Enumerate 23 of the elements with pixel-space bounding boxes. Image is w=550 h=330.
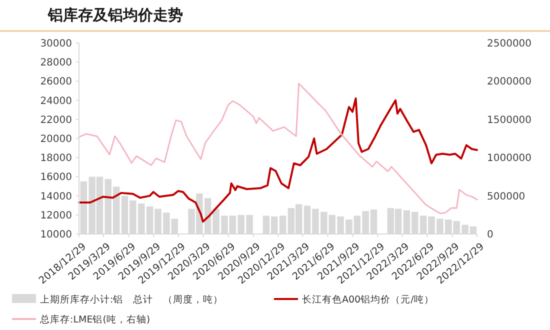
y-tick-label: 18000	[40, 153, 72, 164]
y2-tick-label: 1500000	[487, 114, 532, 126]
legend-label: 长江有色A00铝均价（元/吨）	[302, 293, 434, 306]
y-tick-label: 20000	[40, 134, 72, 145]
y2-tick-label: 1000000	[487, 153, 532, 164]
y-tick-label: 14000	[40, 191, 72, 202]
chart-title: 铝库存及铝均价走势	[47, 6, 183, 24]
y2-tick-label: 0	[487, 230, 494, 240]
y-tick-label: 26000	[40, 76, 72, 88]
y-tick-label: 10000	[40, 230, 72, 240]
y-tick-label: 30000	[40, 38, 72, 50]
y2-tick-label: 2500000	[487, 38, 532, 50]
legend-label: 上期所库存小计:铝 总计 （周度，吨）	[40, 293, 224, 306]
legend-label: 总库存:LME铝(吨，右轴)	[39, 313, 150, 326]
line-series	[78, 97, 478, 223]
y2-tick-label: 2000000	[487, 76, 532, 88]
y-tick-label: 12000	[40, 210, 72, 222]
y-tick-label: 22000	[40, 114, 72, 126]
y2-tick-label: 500000	[487, 191, 526, 202]
line-series	[78, 82, 478, 214]
y-tick-label: 28000	[40, 58, 72, 69]
y-tick-label: 16000	[40, 172, 72, 184]
y-tick-label: 24000	[40, 96, 72, 107]
